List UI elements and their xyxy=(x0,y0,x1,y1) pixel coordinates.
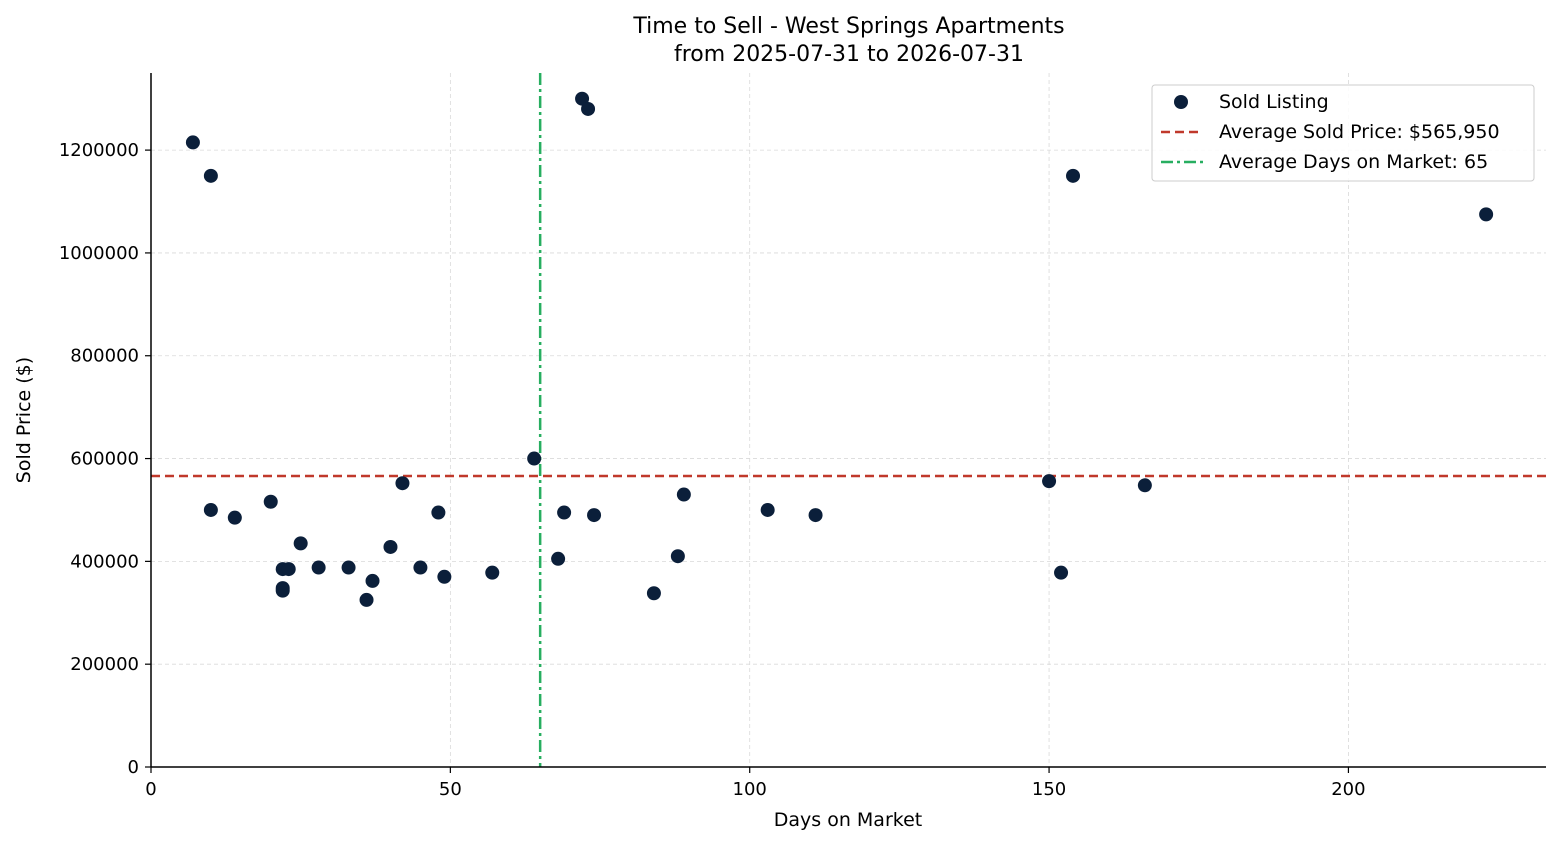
data-point xyxy=(1137,478,1152,493)
legend-label-avg-price: Average Sold Price: $565,950 xyxy=(1219,121,1500,143)
data-point xyxy=(575,91,590,106)
x-axis-label: Days on Market xyxy=(774,809,922,831)
grid-lines xyxy=(150,73,1546,767)
data-point xyxy=(281,562,296,577)
chart-subtitle: from 2025-07-31 to 2026-07-31 xyxy=(674,42,1024,67)
legend: Sold Listing Average Sold Price: $565,95… xyxy=(1151,84,1535,182)
x-tick-label: 200 xyxy=(1331,779,1365,800)
y-tick-label: 1200000 xyxy=(59,140,139,161)
y-axis-ticks: 0 200000 400000 600000 800000 1000000 1200000 xyxy=(59,140,151,778)
x-tick-label: 50 xyxy=(439,779,462,800)
data-point xyxy=(365,573,380,588)
data-point xyxy=(413,560,428,575)
data-point xyxy=(1054,565,1069,580)
y-tick-label: 1000000 xyxy=(59,243,139,264)
legend-marker-sold-listing xyxy=(1174,95,1188,109)
data-point xyxy=(676,487,691,502)
x-tick-label: 150 xyxy=(1032,779,1066,800)
data-point xyxy=(646,586,661,601)
x-tick-label: 0 xyxy=(145,779,156,800)
data-point xyxy=(263,494,278,509)
data-point xyxy=(808,508,823,523)
data-point xyxy=(1479,207,1494,222)
y-tick-label: 600000 xyxy=(70,449,139,470)
x-axis-ticks: 0 50 100 150 200 xyxy=(145,767,1366,800)
data-point xyxy=(1066,168,1081,183)
data-point xyxy=(587,508,602,523)
data-point xyxy=(383,539,398,554)
data-points xyxy=(185,91,1494,607)
data-point xyxy=(485,565,500,580)
data-point xyxy=(275,583,290,598)
data-point xyxy=(557,505,572,520)
y-tick-label: 400000 xyxy=(70,551,139,572)
reference-lines xyxy=(151,73,1546,767)
data-point xyxy=(1042,474,1057,489)
data-point xyxy=(760,502,775,517)
data-point xyxy=(359,592,374,607)
legend-label-sold-listing: Sold Listing xyxy=(1219,91,1329,113)
data-point xyxy=(293,536,308,551)
data-point xyxy=(431,505,446,520)
data-point xyxy=(581,101,596,116)
data-point xyxy=(341,560,356,575)
data-point xyxy=(527,451,542,466)
legend-box xyxy=(1151,84,1535,182)
x-tick-label: 100 xyxy=(733,779,767,800)
y-tick-label: 200000 xyxy=(70,654,139,675)
legend-label-avg-days: Average Days on Market: 65 xyxy=(1219,151,1488,173)
chart-title: Time to Sell - West Springs Apartments xyxy=(632,14,1064,39)
data-point xyxy=(670,549,685,564)
y-tick-label: 0 xyxy=(128,757,139,778)
data-point xyxy=(551,551,566,566)
data-point xyxy=(203,502,218,517)
y-tick-label: 800000 xyxy=(70,346,139,367)
data-point xyxy=(311,560,326,575)
y-axis-label: Sold Price ($) xyxy=(13,357,35,483)
data-point xyxy=(185,135,200,150)
data-point xyxy=(437,569,452,584)
data-point xyxy=(203,168,218,183)
data-point xyxy=(395,476,410,491)
data-point xyxy=(227,510,242,525)
